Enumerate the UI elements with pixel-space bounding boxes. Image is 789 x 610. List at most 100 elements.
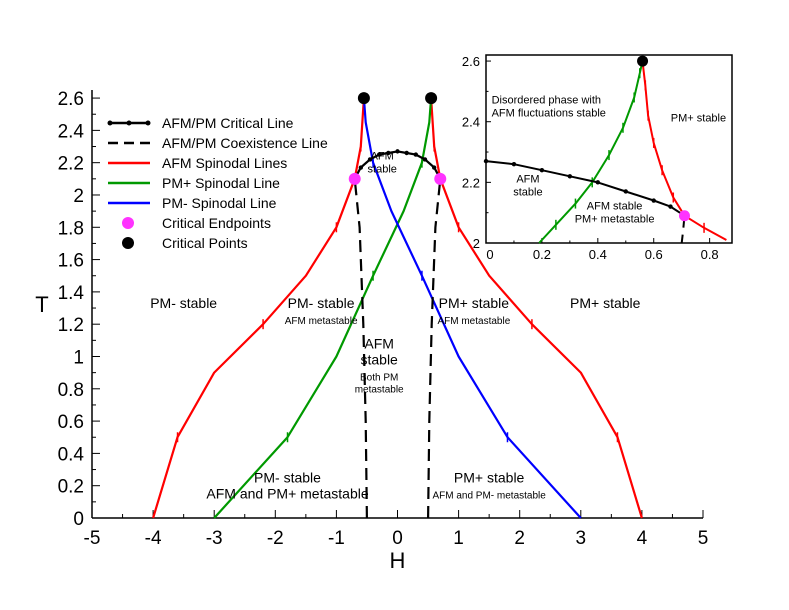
inset-critical-point [637,55,649,67]
x-tick-label: 0 [392,528,403,549]
series-afm-pm-coexistence-line-left [353,178,368,519]
inset-region-label: AFM [516,173,539,185]
y-tick-label: 0 [73,509,84,530]
y-tick-label: 0.2 [58,477,84,498]
inset-region-label: PM+ metastable [575,214,655,226]
legend-marker [122,237,134,249]
critical-line-point [376,152,382,157]
inset-x-tick-label: 0.2 [533,247,551,262]
critical-line-point [358,165,364,170]
critical-line-point [395,149,400,154]
region-label: PM- stable [150,295,217,311]
main-plot: -5 -4 -3 -2 -1 0 1 2 3 4 5 0 0.2 0.4 0.6 0.8 1 1.2 1.4 1.6 1… [35,89,708,573]
y-tick-label: 2.2 [58,154,84,175]
inset-y-tick-label: 2.4 [462,115,480,130]
y-tick-label: 1.8 [58,218,84,239]
inset-y-tick-label: 2.6 [462,54,480,69]
region-label: AFM and PM- metastable [432,490,546,501]
region-label: AFM metastable [285,316,358,327]
inset-critical-line-point [623,189,628,194]
inset-y-tick-label: 2.2 [462,175,480,190]
x-tick-label: 2 [514,528,525,549]
legend-label: PM+ Spinodal Line [162,175,280,191]
y-tick-label: 2 [73,186,84,207]
series-afm-pm-coexistence-line-right [427,178,442,519]
x-axis-title: H [390,548,406,573]
y-tick-label: 1.2 [58,315,84,336]
region-label: PM- stable [254,469,321,485]
region-label: AFM metastable [437,316,510,327]
critical-line-point [386,150,391,156]
x-tick-label: 5 [698,528,709,549]
x-tick-label: -3 [206,528,223,549]
legend-label: Critical Points [162,235,248,251]
region-label: PM+ stable [570,295,641,311]
inset-region-label: stable [513,186,542,198]
y-tick-label: 1.4 [58,283,85,304]
y-tick-label: 1.6 [58,251,84,272]
critical-point [425,92,438,105]
legend-label: AFM Spinodal Lines [162,155,287,171]
y-axis-title: T [35,292,48,317]
series-pm-spinodal-line [362,98,582,519]
inset-region-label: PM+ stable [671,113,726,125]
critical-line-point [413,152,419,157]
x-tick-label: -4 [145,528,162,549]
critical-endpoint [434,172,447,185]
x-tick-label: 1 [453,528,464,549]
critical-line-point [367,157,373,162]
y-tick-label: 2.4 [58,121,85,142]
inset-frame [485,54,733,244]
critical-line-point [431,165,437,170]
legend-label: PM- Spinodal Line [162,195,277,211]
region-label: AFM [364,335,394,351]
inset-x-tick-label: 0.6 [645,247,663,262]
inset-y-tick-label: 2 [473,236,480,251]
inset-plot: 0 0.2 0.4 0.6 0.8 2 2.2 2.4 2.6 Disordered phase … [462,54,733,262]
legend: AFM/PM Critical Line AFM/PM Coexistence L… [107,115,328,251]
region-label: stable [360,351,398,367]
critical-endpoint [348,172,361,185]
legend-dot [145,120,151,126]
x-tick-label: -1 [328,528,345,549]
inset-x-tick-label: 0.8 [701,247,719,262]
legend-label: Critical Endpoints [162,215,271,231]
x-tick-label: -5 [84,528,101,549]
y-tick-label: 0.8 [58,380,84,401]
series-afm-spinodal-lines-right [430,98,643,519]
y-tick-label: 0.4 [58,444,85,465]
inset-critical-line-point [567,174,573,179]
inset-critical-line-point [651,198,656,203]
inset-critical-line-point [483,158,489,164]
inset-critical-line-point [511,161,517,167]
region-label: AFM and PM+ metastable [206,485,368,501]
y-tick-label: 1 [73,347,84,368]
series-afm-spinodal-lines-left [152,98,365,519]
region-label: PM- stable [288,295,355,311]
region-label: metastable [355,384,404,395]
y-tick-label: 0.6 [58,412,84,433]
critical-line-point [404,150,409,156]
x-tick-label: 4 [637,528,648,549]
series-pm-spinodal-line [213,98,433,519]
inset-critical-line-point [539,168,545,173]
inset-region-label: AFM stable [587,201,643,213]
legend-dot [107,120,113,126]
region-label: PM+ stable [454,469,525,485]
x-tick-label: 3 [576,528,587,549]
region-label: PM+ stable [439,295,510,311]
critical-line-point [422,157,428,162]
region-label: Both PM [360,372,398,383]
critical-point [357,92,370,105]
inset-region-label: AFM fluctuations stable [492,108,606,120]
region-label: AFM [371,150,394,162]
y-tick-label: 2.6 [58,89,84,110]
legend-label: AFM/PM Coexistence Line [162,135,328,151]
legend-dot [126,120,132,126]
inset-region-label: Disordered phase with [492,95,601,107]
inset-critical-line-point [595,180,601,185]
inset-x-tick-label: 0.4 [589,247,607,262]
inset-x-tick-label: 0 [486,247,493,262]
inset-critical-line-point [668,204,673,209]
